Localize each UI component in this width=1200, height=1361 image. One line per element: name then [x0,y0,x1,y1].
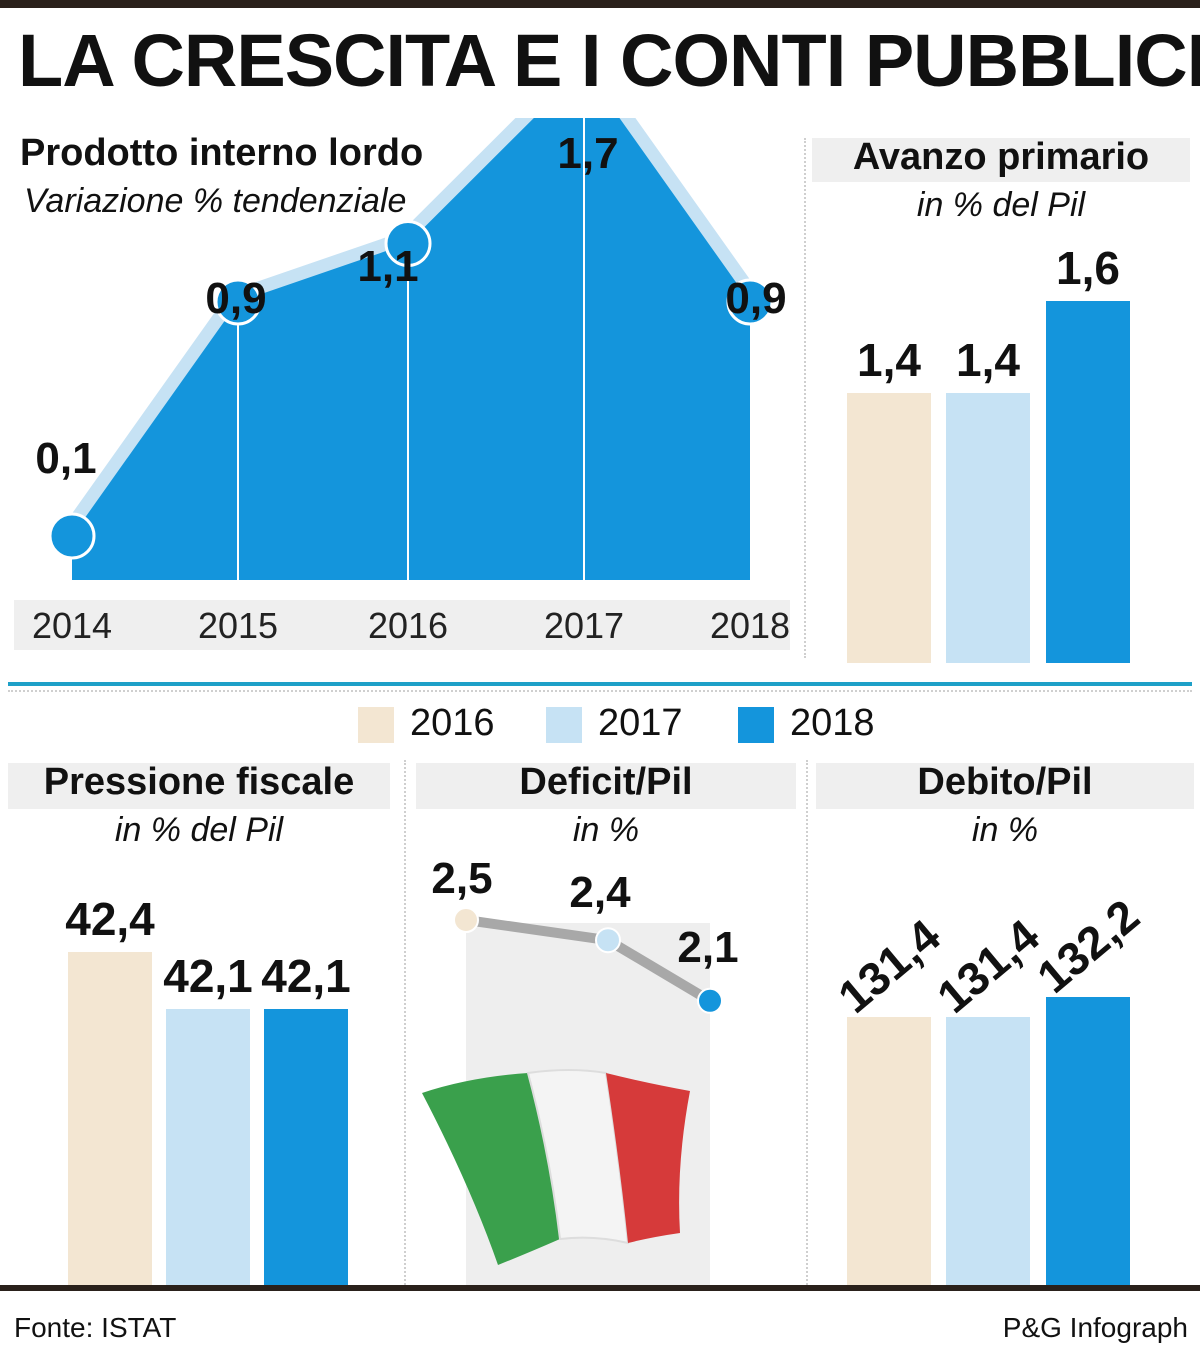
pil-value-label-2018: 0,9 [725,274,786,323]
avanzo-value-label-2018: 1,6 [1056,242,1120,294]
avanzo-title: Avanzo primario [852,136,1150,178]
deficit-panel: Deficit/Pil in % [410,755,802,1285]
debito-bar-2016 [847,1017,931,1285]
legend-swatch-2017 [546,707,582,743]
deficit-point-2017 [595,927,621,954]
deficit-title: Deficit/Pil [519,761,693,803]
pil-panel: Prodotto interno lordo Variazione % tend… [0,118,800,658]
section-divider-dots [8,690,1192,692]
avanzo-bar-2016 [847,393,931,663]
avanzo-bars: 1,4 1,4 1,6 [812,118,1200,663]
pil-point-2016 [384,220,432,267]
debito-bar-2018 [1046,997,1130,1285]
page-title: LA CRESCITA E I CONTI PUBBLICI [18,19,1200,102]
pil-tick-2016: 2016 [368,605,448,646]
pil-tick-2014: 2014 [32,605,112,646]
legend-swatch-2018 [738,707,774,743]
pil-value-label-2014: 0,1 [35,434,96,483]
deficit-chart: 2,5 2,4 2,1 [422,854,739,1285]
bottom-divider-2 [806,760,808,1285]
deficit-value-label-2016: 2,5 [431,854,492,903]
italian-flag-illustration [422,1069,690,1265]
bottom-rule [0,1285,1200,1291]
avanzo-title-band [812,138,1190,182]
pil-chart: 0,1 2014 0,9 2015 1,1 2016 1,7 2017 0,9 2018 [32,118,790,646]
pil-subtitle: Variazione % tendenziale [24,182,407,220]
debito-title-band [816,763,1194,809]
avanzo-bar-2018 [1046,301,1130,663]
debito-subtitle: in % [971,811,1039,849]
deficit-value-label-2018: 2,1 [677,923,738,972]
pil-value-label-2015: 0,9 [205,274,266,323]
bottom-divider-1 [404,760,406,1285]
pressione-title: Pressione fiscale [43,761,355,803]
debito-panel: Debito/Pil in % 131,4 131,4 132,2 [812,755,1200,1285]
pil-value-label-2016: 1,1 [357,242,418,291]
deficit-point-2016 [453,907,479,933]
pressione-title-band [8,763,390,809]
legend-label-2016: 2016 [410,702,495,744]
top-panel-divider [804,138,806,658]
avanzo-bar-2017 [946,393,1030,663]
pil-point-2015 [214,278,262,326]
pil-point-2014 [48,512,96,560]
pressione-panel: Pressione fiscale in % del Pil 42,4 42,1 4… [0,755,400,1285]
debito-bar-2017 [946,1017,1030,1285]
pil-tick-2018: 2018 [710,605,790,646]
pil-axis-band [14,600,790,650]
pressione-value-label-2017: 42,1 [163,950,253,1002]
deficit-value-label-2017: 2,4 [569,868,631,917]
pil-tick-2015: 2015 [198,605,278,646]
debito-title: Debito/Pil [917,761,1093,803]
debito-bars: 131,4 131,4 132,2 [812,755,1200,1285]
legend-label-2017: 2017 [598,702,683,744]
pressione-value-label-2016: 42,4 [65,893,155,945]
avanzo-value-label-2016: 1,4 [857,334,921,386]
pil-area [72,118,750,580]
pressione-value-label-2018: 42,1 [261,950,351,1002]
footer-source: Fonte: ISTAT [14,1312,177,1343]
footer-credit: P&G Infograph [1002,1312,1188,1343]
avanzo-panel: Avanzo primario in % del Pil 1,4 1,4 1,6 [812,118,1200,663]
deficit-subtitle: in % [572,811,640,849]
pil-value-label-2017: 1,7 [557,129,618,178]
top-rule [0,0,1200,8]
pil-title: Prodotto interno lordo [20,132,424,174]
legend-label-2018: 2018 [790,702,875,744]
pil-point-2018 [726,278,774,326]
avanzo-subtitle: in % del Pil [916,186,1086,224]
deficit-point-2018 [697,987,723,1014]
legend-swatch-2016 [358,707,394,743]
pil-tick-2017: 2017 [544,605,624,646]
legend: 2016 2017 2018 [0,700,1200,750]
avanzo-value-label-2017: 1,4 [956,334,1020,386]
pressione-bar-2017 [166,1009,250,1285]
pressione-bar-2018 [264,1009,348,1285]
pressione-subtitle: in % del Pil [114,811,284,849]
pressione-bar-2016 [68,952,152,1285]
deficit-title-band [416,763,796,809]
pressione-bars: 42,4 42,1 42,1 [0,755,400,1285]
section-divider [8,682,1192,686]
